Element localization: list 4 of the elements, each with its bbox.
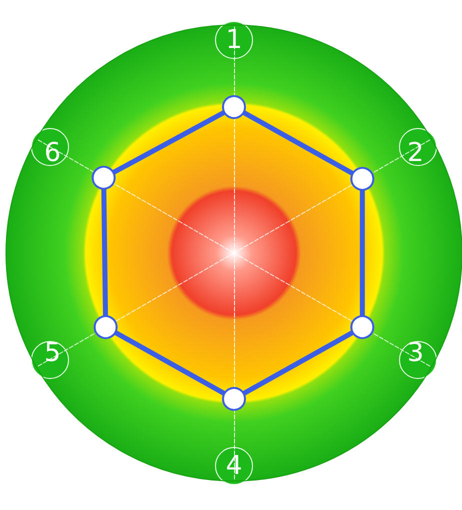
spoke-label: 4 <box>226 451 242 481</box>
spoke-label: 2 <box>407 138 424 168</box>
spoke-label: 1 <box>226 25 242 55</box>
spoke-label: 6 <box>44 138 61 168</box>
